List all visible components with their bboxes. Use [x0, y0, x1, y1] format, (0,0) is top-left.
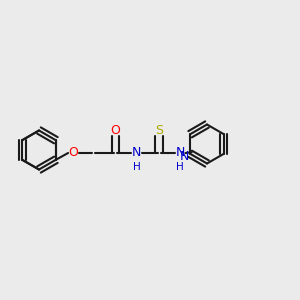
Text: N: N: [132, 146, 141, 160]
Text: S: S: [155, 124, 163, 137]
Text: N: N: [179, 150, 189, 163]
Text: H: H: [176, 162, 184, 172]
Text: O: O: [111, 124, 120, 137]
Text: N: N: [175, 146, 185, 160]
Text: H: H: [133, 162, 140, 172]
Text: O: O: [69, 146, 78, 160]
